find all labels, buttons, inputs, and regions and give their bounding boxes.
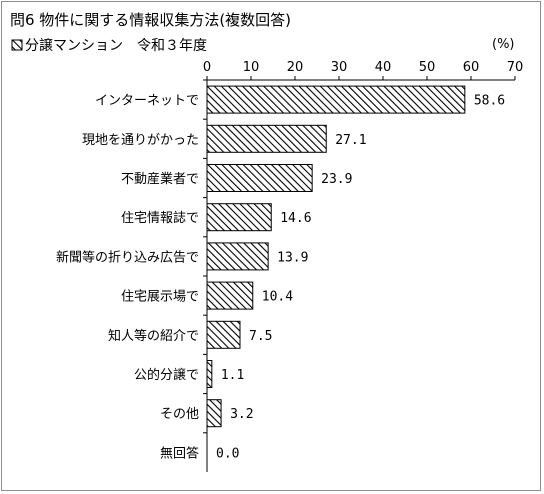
legend-swatch — [11, 39, 23, 51]
bar — [206, 242, 269, 271]
category-label: 住宅情報誌で — [121, 210, 199, 226]
value-label: 23.9 — [321, 172, 352, 187]
unit-label: (%) — [492, 37, 515, 52]
category-label: 新聞等の折り込み広告で — [56, 249, 199, 265]
bar — [206, 399, 222, 428]
value-label: 3.2 — [230, 407, 253, 422]
bar — [206, 360, 213, 388]
category-label: 知人等の紹介で — [108, 328, 199, 344]
x-tick-label: 0 — [203, 60, 211, 75]
value-label: 1.1 — [221, 368, 244, 383]
category-labels: インターネットで現地を通りがかった不動産業者で住宅情報誌で新聞等の折り込み広告で… — [56, 94, 199, 462]
value-label: 58.6 — [474, 94, 505, 109]
category-label: 無回答 — [160, 445, 199, 461]
x-tick-label: 30 — [331, 60, 348, 75]
chart-title: 問6 物件に関する情報収集方法(複数回答) — [10, 11, 291, 29]
x-tick-label: 40 — [375, 60, 392, 75]
category-label: その他 — [160, 407, 199, 422]
category-label: 現地を通りがかった — [82, 133, 199, 148]
x-tick-label: 70 — [507, 60, 524, 75]
x-tick-label: 60 — [463, 60, 480, 75]
bar — [206, 85, 466, 114]
bar — [206, 281, 254, 310]
category-label: 不動産業者で — [121, 171, 199, 187]
category-label: 住宅展示場で — [121, 290, 199, 305]
bar — [206, 124, 327, 153]
value-labels: 58.6 27.1 23.9 14.6 13.9 10.4 7.5 1.1 3.2 0.0 — [216, 94, 505, 462]
value-label: 7.5 — [249, 329, 272, 344]
value-label: 27.1 — [335, 133, 366, 148]
value-label: 0.0 — [216, 446, 239, 461]
value-label: 13.9 — [277, 250, 308, 265]
value-label: 14.6 — [280, 211, 311, 226]
bar — [206, 203, 272, 232]
legend-label: 分譲マンション 令和３年度 — [25, 38, 207, 54]
legend: 分譲マンション 令和３年度 — [11, 38, 207, 54]
x-tick-label: 10 — [243, 60, 260, 75]
category-label: 公的分譲で — [134, 367, 199, 383]
category-label: インターネットで — [95, 94, 199, 109]
bars — [203, 79, 466, 434]
bar — [206, 164, 313, 192]
bar — [206, 320, 241, 349]
value-label: 10.4 — [262, 290, 293, 305]
x-tick-label: 50 — [419, 60, 436, 75]
x-axis-ticks: 0 10 20 30 40 50 60 70 — [203, 60, 523, 80]
x-tick-label: 20 — [287, 60, 304, 75]
